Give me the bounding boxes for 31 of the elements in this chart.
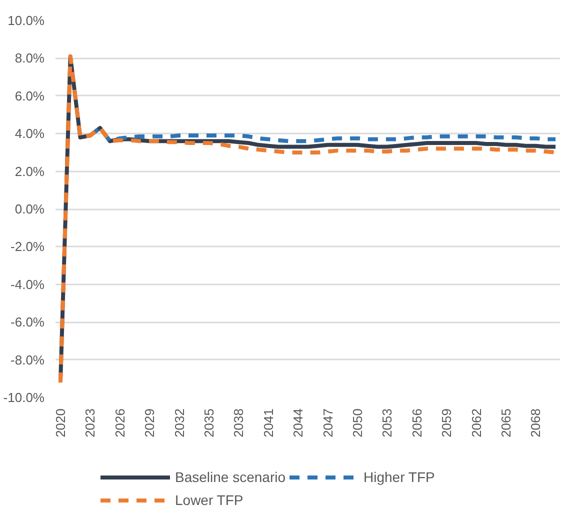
legend-label: Higher TFP (364, 469, 435, 485)
x-tick-label: 2041 (260, 408, 276, 438)
x-tick-label: 2029 (142, 408, 158, 438)
y-tick-label: 0.0% (14, 202, 45, 216)
x-tick-label: 2065 (498, 408, 514, 438)
x-tick-label: 2044 (290, 408, 306, 438)
x-tick-label: 2056 (409, 408, 424, 438)
y-tick-label: -10.0% (3, 390, 45, 405)
x-tick-label: 2068 (528, 408, 544, 438)
x-tick-label: 2035 (201, 408, 216, 438)
legend-label: Lower TFP (175, 492, 244, 508)
y-tick-label: 10.0% (8, 13, 45, 28)
y-tick-label: 6.0% (14, 88, 45, 104)
x-tick-label: 2020 (52, 408, 68, 438)
x-tick-label: 2038 (231, 408, 246, 438)
x-tick-label: 2047 (320, 408, 336, 438)
legend-label: Baseline scenario (175, 469, 286, 485)
y-tick-label: -4.0% (10, 276, 45, 292)
y-tick-label: 8.0% (14, 50, 45, 66)
x-tick-label: 2023 (82, 408, 98, 438)
y-tick-label: -2.0% (10, 239, 45, 254)
x-tick-label: 2053 (380, 408, 395, 438)
x-tick-label: 2026 (112, 408, 128, 438)
y-tick-label: 4.0% (14, 126, 45, 142)
y-tick-label: -6.0% (10, 314, 45, 330)
y-tick-label: -8.0% (10, 352, 45, 368)
x-tick-label: 2059 (439, 408, 454, 438)
x-tick-label: 2062 (468, 408, 484, 438)
x-tick-label: 2032 (172, 408, 187, 438)
x-tick-label: 2050 (350, 408, 366, 438)
y-tick-label: 2.0% (14, 164, 45, 179)
